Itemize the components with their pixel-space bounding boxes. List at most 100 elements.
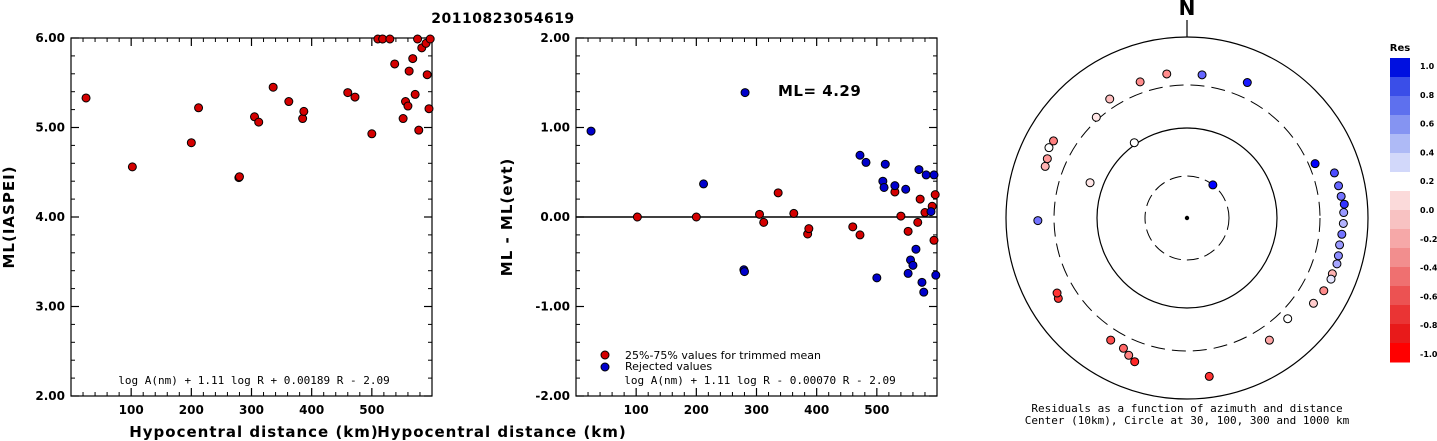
y-tick-label: 2.00 xyxy=(35,389,65,403)
data-point xyxy=(755,209,765,219)
polar-residual-plot: N Residuals as a function of azimuth and… xyxy=(1005,0,1369,427)
colorbar-swatch xyxy=(1390,229,1410,249)
station-point xyxy=(1048,136,1058,146)
colorbar-swatch xyxy=(1390,58,1410,78)
data-point xyxy=(413,34,423,44)
colorbar-tick-label: -0.2 xyxy=(1420,235,1437,244)
colorbar-title: Res xyxy=(1390,43,1410,54)
data-point xyxy=(408,54,418,64)
ml-annotation: ML= 4.29 xyxy=(778,82,861,100)
colorbar-tick-label: 0.8 xyxy=(1420,91,1435,100)
y-tick-label: -2.00 xyxy=(535,389,570,403)
y-tick-label: 2.00 xyxy=(540,31,570,45)
data-point xyxy=(872,273,882,283)
station-point xyxy=(1033,216,1043,226)
data-point xyxy=(913,217,923,227)
data-point xyxy=(422,70,432,80)
data-point xyxy=(861,157,871,167)
data-point xyxy=(385,34,395,44)
station-point xyxy=(1130,357,1140,367)
station-point xyxy=(1329,168,1339,178)
data-point xyxy=(298,114,308,124)
station-point xyxy=(1283,314,1293,324)
colorbar-swatch xyxy=(1390,210,1410,230)
legend-marker-trimmed xyxy=(600,350,610,360)
station-point xyxy=(1208,180,1218,190)
station-point xyxy=(1334,181,1344,191)
data-point xyxy=(194,103,204,113)
station-point xyxy=(1264,335,1274,345)
station-point xyxy=(1339,199,1349,209)
data-point xyxy=(739,267,749,277)
data-point xyxy=(855,150,865,160)
data-point xyxy=(789,208,799,218)
data-point xyxy=(343,88,353,98)
ring-300km xyxy=(1053,84,1321,352)
data-point xyxy=(759,217,769,227)
y-tick-label: 1.00 xyxy=(540,121,570,135)
data-point xyxy=(234,172,244,182)
station-point xyxy=(1310,159,1320,169)
station-point xyxy=(1118,343,1128,353)
data-point xyxy=(901,184,911,194)
colorbar-swatch xyxy=(1390,191,1410,211)
data-point xyxy=(804,224,814,234)
plot-frame xyxy=(70,37,433,397)
polar-caption-line1: Residuals as a function of azimuth and d… xyxy=(1031,402,1342,415)
colorbar-swatch xyxy=(1390,96,1410,116)
colorbar-swatch xyxy=(1390,286,1410,306)
data-point xyxy=(930,190,940,200)
data-point xyxy=(268,82,278,92)
data-point xyxy=(632,212,642,222)
data-point xyxy=(284,97,294,107)
station-point xyxy=(1326,274,1336,284)
legend-label-trimmed: 25%-75% values for trimmed mean xyxy=(625,349,821,362)
x-axis-label: Hypocentral distance (km) xyxy=(129,423,379,441)
station-point xyxy=(1106,335,1116,345)
colorbar-swatch xyxy=(1390,343,1410,363)
data-point xyxy=(848,222,858,232)
colorbar-tick-label: 0.6 xyxy=(1420,120,1435,129)
north-label: N xyxy=(1179,0,1196,20)
panel-ml-residual: 100 200 300 400 500 -2.00 -1.00 0.00 1.00 2.00 ML… xyxy=(377,31,941,441)
colorbar-swatch xyxy=(1390,172,1410,192)
data-point xyxy=(127,162,137,172)
colorbar-swatch xyxy=(1390,267,1410,287)
station-point xyxy=(1135,77,1145,87)
colorbar-tick-label: -0.6 xyxy=(1420,292,1437,301)
station-point xyxy=(1129,138,1139,148)
station-point xyxy=(1204,371,1214,381)
station-point xyxy=(1044,143,1054,153)
data-points xyxy=(81,34,435,183)
x-tick-label: 500 xyxy=(864,403,889,417)
data-point xyxy=(926,207,936,217)
x-tick-label: 200 xyxy=(684,403,709,417)
colorbar-tick-label: 1.0 xyxy=(1420,62,1435,71)
data-point xyxy=(403,101,413,111)
station-point xyxy=(1040,161,1050,171)
axis-ticks: 100 200 300 400 500 -2.00 -1.00 0.00 1.00 2.00 xyxy=(535,31,937,417)
data-point xyxy=(919,287,929,297)
axis-ticks: 100 200 300 400 500 2.00 3.00 4.00 5.00 6.00 xyxy=(35,31,432,417)
data-point xyxy=(414,125,424,135)
colorbar-tick-label: 0.2 xyxy=(1420,177,1434,186)
data-point xyxy=(915,194,925,204)
station-point xyxy=(1042,154,1052,164)
data-point xyxy=(896,211,906,221)
station-point xyxy=(1337,229,1347,239)
data-point xyxy=(911,244,921,254)
panel-ml-iaspei: 100 200 300 400 500 2.00 3.00 4.00 5.00 6.00 ML(I… xyxy=(0,31,435,441)
station-point xyxy=(1085,178,1095,188)
colorbar-tick-label: 0.4 xyxy=(1420,148,1435,157)
data-point xyxy=(390,59,400,69)
x-tick-label: 100 xyxy=(119,403,144,417)
data-point xyxy=(740,88,750,98)
data-point xyxy=(424,104,434,114)
colorbar-ticks: 1.0 0.8 0.6 0.4 0.2 0.0 -0.2 -0.4 -0.6 -0.8 -1.0 xyxy=(1420,62,1437,359)
colorbar-swatch xyxy=(1390,153,1410,173)
colorbar-tick-label: 0.0 xyxy=(1420,206,1435,215)
x-tick-label: 300 xyxy=(744,403,769,417)
y-axis-label: ML - ML(evt) xyxy=(498,158,516,276)
station-point xyxy=(1105,94,1115,104)
